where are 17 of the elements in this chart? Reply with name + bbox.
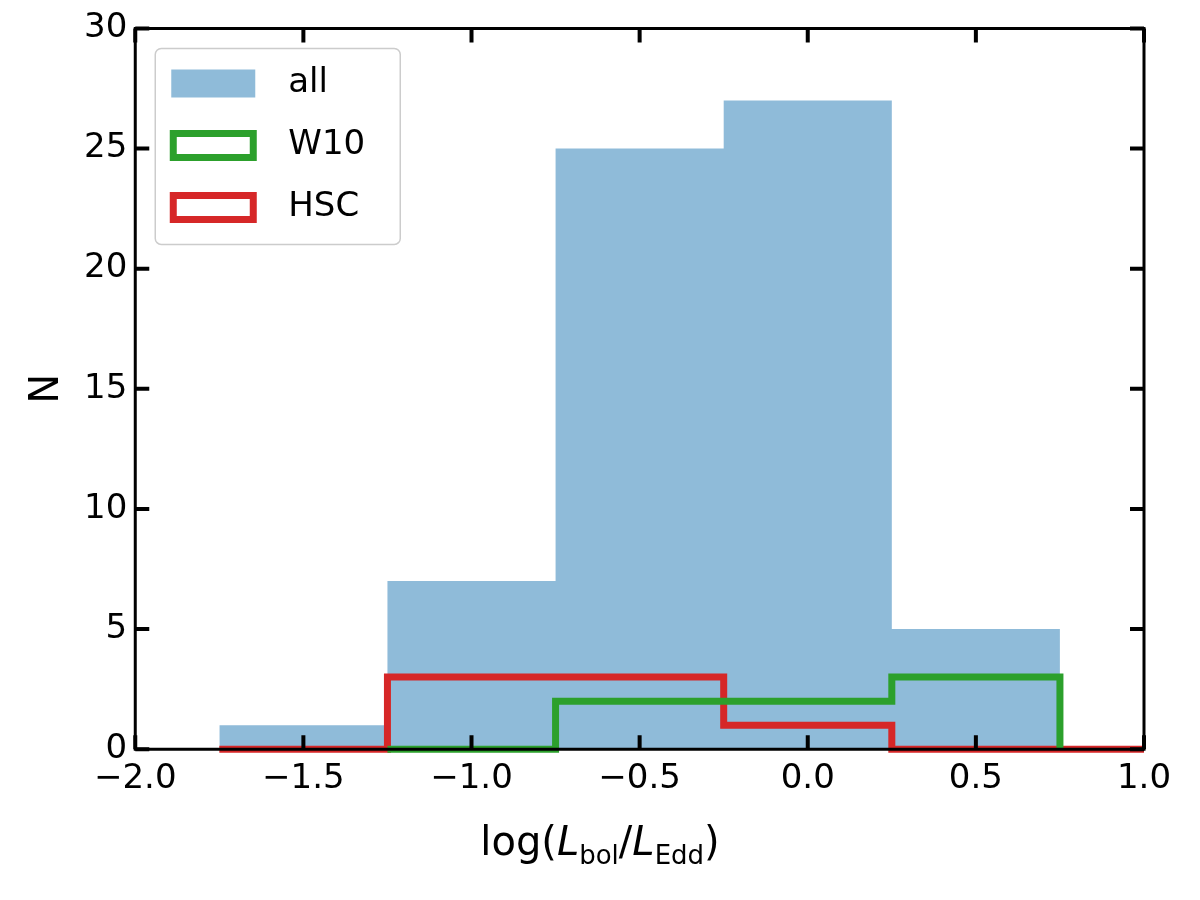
legend-label: all <box>288 60 328 101</box>
y-tick-label: 10 <box>84 485 128 526</box>
y-tick-label: 20 <box>84 245 128 286</box>
y-tick-label: 5 <box>105 605 128 646</box>
x-tick-label: 1.0 <box>1116 756 1172 797</box>
y-tick-label: 25 <box>84 125 128 166</box>
legend-label: W10 <box>288 122 366 163</box>
x-tick-label: 0.0 <box>780 756 835 797</box>
x-axis-title: log(L$_{bol}$/L$_{Edd}$) <box>479 818 721 870</box>
y-axis-title: N <box>21 373 68 404</box>
y-tick-label: 15 <box>84 365 128 406</box>
x-tick-label: −0.5 <box>598 756 681 797</box>
x-tick-label: 0.5 <box>948 756 1003 797</box>
legend-label: HSC <box>288 184 360 225</box>
y-tick-label: 30 <box>84 5 128 46</box>
x-tick-label: −1.0 <box>430 756 513 797</box>
x-tick-label: −1.5 <box>262 756 345 797</box>
